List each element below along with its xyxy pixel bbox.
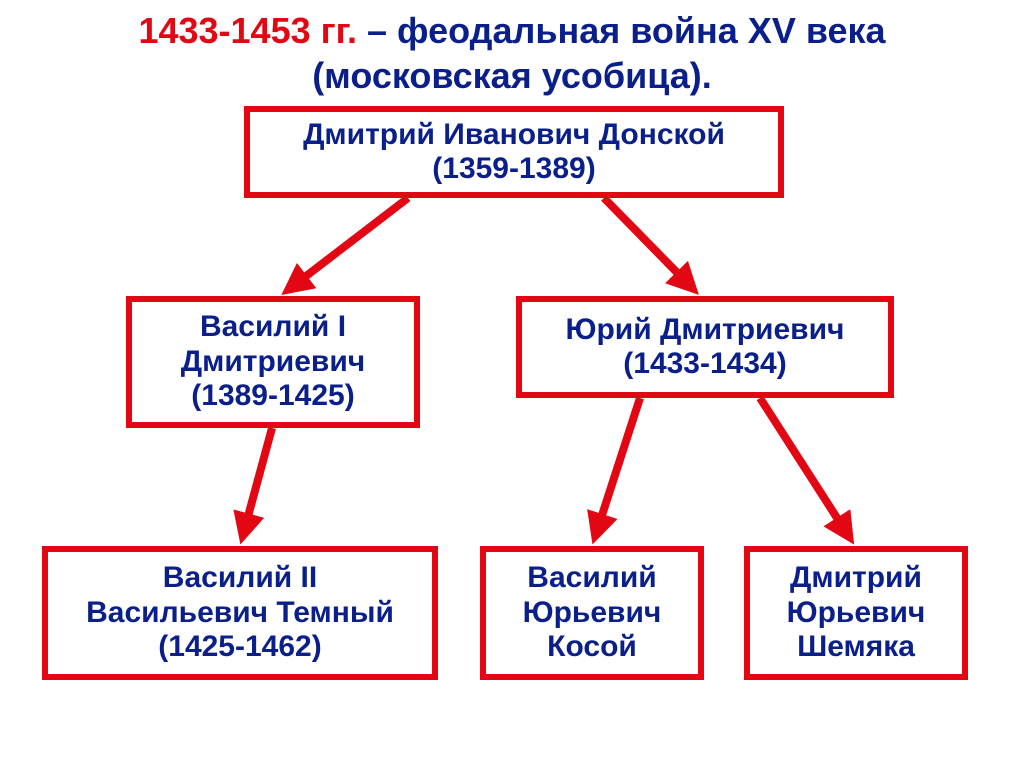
node-label: Шемяка bbox=[760, 630, 952, 665]
node-label: Юрьевич bbox=[496, 596, 688, 631]
tree-node-root: Дмитрий Иванович Донской(1359-1389) bbox=[244, 106, 784, 198]
tree-edge bbox=[597, 398, 640, 529]
tree-edge bbox=[245, 428, 272, 529]
tree-edge bbox=[760, 398, 845, 531]
tree-edge bbox=[294, 198, 408, 285]
node-label: Василий I bbox=[142, 310, 404, 345]
tree-node-vas1: Василий IДмитриевич(1389-1425) bbox=[126, 296, 420, 428]
tree-node-kosoi: ВасилийЮрьевичКосой bbox=[480, 546, 704, 680]
node-label: Юрий Дмитриевич bbox=[532, 313, 878, 348]
node-label: (1433-1434) bbox=[532, 347, 878, 382]
node-label: Дмитрий Иванович Донской bbox=[260, 118, 768, 153]
title-part1: феодальная война XV века bbox=[397, 10, 886, 51]
title-sep: – bbox=[357, 10, 397, 51]
node-label: Дмитрий bbox=[760, 561, 952, 596]
tree-node-vas2: Василий IIВасильевич Темный(1425-1462) bbox=[42, 546, 438, 680]
tree-edge bbox=[604, 198, 688, 283]
title-part2: (московская усобица). bbox=[312, 55, 712, 96]
node-label: Василий II bbox=[58, 561, 422, 596]
page-title: 1433-1453 гг. – феодальная война XV века… bbox=[0, 0, 1024, 98]
tree-node-shem: ДмитрийЮрьевичШемяка bbox=[744, 546, 968, 680]
node-label: (1389-1425) bbox=[142, 379, 404, 414]
node-label: Косой bbox=[496, 630, 688, 665]
node-label: Юрьевич bbox=[760, 596, 952, 631]
node-label: Василий bbox=[496, 561, 688, 596]
node-label: (1359-1389) bbox=[260, 152, 768, 187]
node-label: (1425-1462) bbox=[58, 630, 422, 665]
tree-node-yuri: Юрий Дмитриевич(1433-1434) bbox=[516, 296, 894, 398]
genealogy-tree: Дмитрий Иванович Донской(1359-1389) Васил… bbox=[0, 106, 1024, 756]
node-label: Васильевич Темный bbox=[58, 596, 422, 631]
node-label: Дмитриевич bbox=[142, 345, 404, 380]
title-date-range: 1433-1453 гг. bbox=[138, 10, 357, 51]
